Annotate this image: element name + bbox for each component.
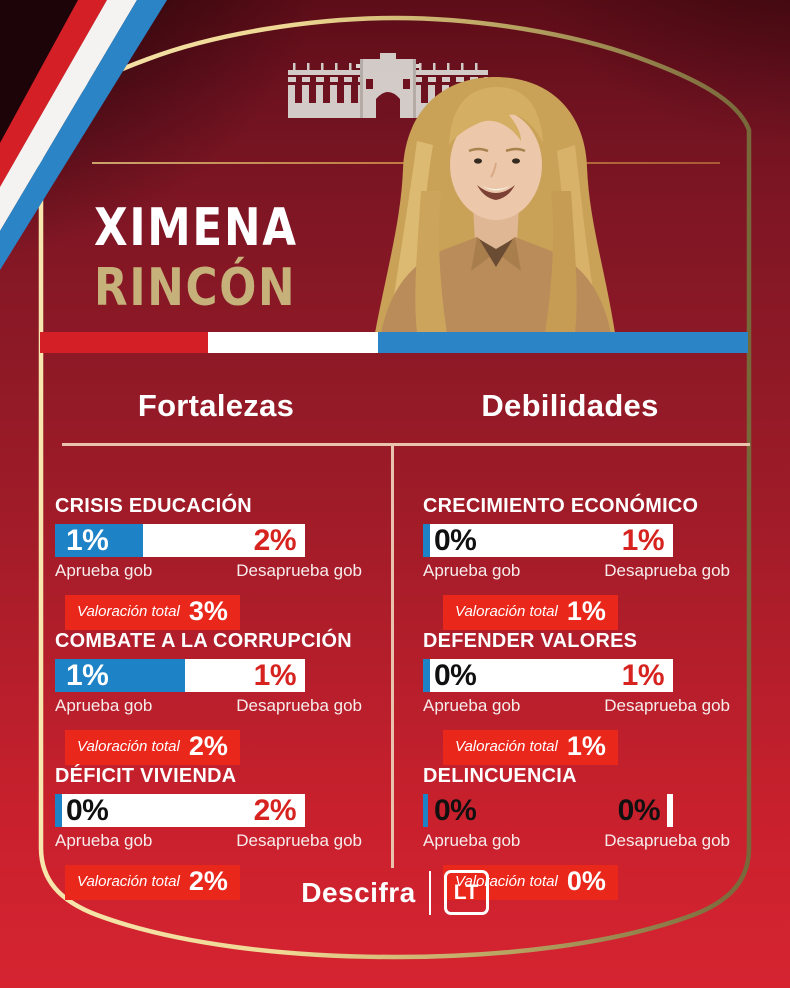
metric-item: DEFENDER VALORES 0% 1% Aprueba gob Desap… [423, 629, 730, 765]
desaprueba-label: Desaprueba gob [604, 561, 730, 580]
aprueba-label: Aprueba gob [55, 561, 153, 580]
desaprueba-label: Desaprueba gob [604, 831, 730, 850]
desaprueba-label: Desaprueba gob [236, 696, 362, 715]
approval-bar-chart: 0% 1% [423, 659, 673, 692]
approval-bar-chart: 1% 1% [55, 659, 305, 692]
footer-brand: Descifra LT [0, 870, 790, 915]
aprueba-label: Aprueba gob [423, 561, 521, 580]
lt-logo: LT [443, 870, 489, 915]
desaprueba-value: 1% [621, 659, 665, 692]
aprueba-value: 1% [66, 659, 109, 692]
desaprueba-value: 1% [621, 524, 665, 557]
bangs [449, 87, 543, 145]
bar-labels: Aprueba gob Desaprueba gob [55, 561, 362, 581]
bar-labels: Aprueba gob Desaprueba gob [55, 831, 362, 851]
aprueba-value: 0% [434, 659, 477, 692]
valoracion-total-label: Valoración total [455, 603, 558, 620]
metric-item: DELINCUENCIA 0% 0% Aprueba gob Desaprueb… [423, 764, 730, 900]
brand-name: Descifra [301, 876, 416, 908]
approval-bar-chart: 0% 1% [423, 524, 673, 557]
valoracion-total-value: 3% [188, 596, 228, 626]
desaprueba-bar-segment [430, 524, 673, 557]
metric-item: CRISIS EDUCACIÓN 1% 2% Aprueba gob Desap… [55, 494, 362, 630]
desaprueba-label: Desaprueba gob [236, 831, 362, 850]
desaprueba-bar-segment [185, 659, 305, 692]
metric-topic: COMBATE A LA CORRUPCIÓN [55, 629, 352, 652]
aprueba-bar-segment [423, 794, 428, 827]
valoracion-total-value: 0% [566, 866, 606, 896]
desaprueba-value: 2% [253, 794, 297, 827]
candidate-last-name: RINCÓN [94, 258, 297, 318]
desaprueba-value: 1% [253, 659, 297, 692]
metric-item: CRECIMIENTO ECONÓMICO 0% 1% Aprueba gob … [423, 494, 730, 630]
desaprueba-bar-segment [62, 794, 305, 827]
aprueba-label: Aprueba gob [55, 696, 153, 715]
aprueba-bar-segment [55, 524, 143, 557]
ximena-rincon-portrait [375, 77, 615, 333]
chile-flag-ribbon [0, 0, 167, 270]
flag-stripe-red [40, 332, 208, 353]
approval-bar-chart: 1% 2% [55, 524, 305, 557]
desaprueba-bar-segment [142, 524, 305, 557]
aprueba-bar-segment [55, 794, 62, 827]
aprueba-bar-segment [423, 659, 430, 692]
desaprueba-value: 2% [253, 524, 297, 557]
desaprueba-value: 0% [617, 794, 661, 827]
section-title-fortalezas: Fortalezas [137, 388, 295, 423]
valoracion-total-value: 1% [566, 731, 606, 761]
aprueba-bar-segment [55, 659, 185, 692]
aprueba-label: Aprueba gob [423, 831, 521, 850]
header-underline [62, 443, 750, 446]
desaprueba-label: Desaprueba gob [604, 696, 730, 715]
column-divider [391, 443, 394, 868]
valoracion-total-label: Valoración total [455, 873, 558, 890]
flag-stripe-white [208, 332, 378, 353]
valoracion-total-badge: Valoración total 3% [65, 595, 240, 630]
approval-bar-chart: 0% 0% [423, 794, 673, 827]
bar-labels: Aprueba gob Desaprueba gob [423, 561, 730, 581]
metric-topic: CRECIMIENTO ECONÓMICO [423, 494, 699, 517]
valoracion-total-label: Valoración total [77, 873, 180, 890]
desaprueba-bar-segment [430, 659, 673, 692]
valoracion-total-label: Valoración total [455, 738, 558, 755]
metric-topic: CRISIS EDUCACIÓN [55, 494, 252, 517]
bar-labels: Aprueba gob Desaprueba gob [423, 831, 730, 851]
bar-labels: Aprueba gob Desaprueba gob [55, 696, 362, 716]
desaprueba-label: Desaprueba gob [236, 561, 362, 580]
brand-divider [428, 870, 431, 915]
candidate-first-name: XIMENA [94, 198, 298, 258]
section-title-debilidades: Debilidades [481, 388, 659, 423]
chile-flag-stripe [40, 332, 748, 353]
metric-topic: DEFENDER VALORES [423, 629, 638, 652]
metric-item: DÉFICIT VIVIENDA 0% 2% Aprueba gob Desap… [55, 764, 362, 900]
valoracion-total-label: Valoración total [77, 603, 180, 620]
metric-topic: DELINCUENCIA [423, 764, 577, 787]
aprueba-label: Aprueba gob [423, 696, 521, 715]
aprueba-value: 1% [66, 524, 109, 557]
valoracion-total-value: 2% [188, 866, 228, 896]
aprueba-bar-segment [423, 524, 430, 557]
valoracion-total-value: 2% [188, 731, 228, 761]
valoracion-total-badge: Valoración total 2% [65, 865, 240, 900]
candidate-name: XIMENA RINCÓN [94, 198, 336, 318]
valoracion-total-badge: Valoración total 1% [443, 730, 618, 765]
bar-labels: Aprueba gob Desaprueba gob [423, 696, 730, 716]
aprueba-label: Aprueba gob [55, 831, 153, 850]
metric-item: COMBATE A LA CORRUPCIÓN 1% 1% Aprueba go… [55, 629, 362, 765]
valoracion-total-badge: Valoración total 2% [65, 730, 240, 765]
aprueba-value: 0% [434, 524, 477, 557]
flag-stripe-blue [378, 332, 748, 353]
valoracion-total-badge: Valoración total 1% [443, 595, 618, 630]
desaprueba-bar-segment [667, 794, 673, 827]
aprueba-value: 0% [66, 794, 109, 827]
valoracion-total-label: Valoración total [77, 738, 180, 755]
approval-bar-chart: 0% 2% [55, 794, 305, 827]
metric-topic: DÉFICIT VIVIENDA [55, 764, 237, 787]
aprueba-value: 0% [434, 794, 477, 827]
valoracion-total-value: 1% [566, 596, 606, 626]
